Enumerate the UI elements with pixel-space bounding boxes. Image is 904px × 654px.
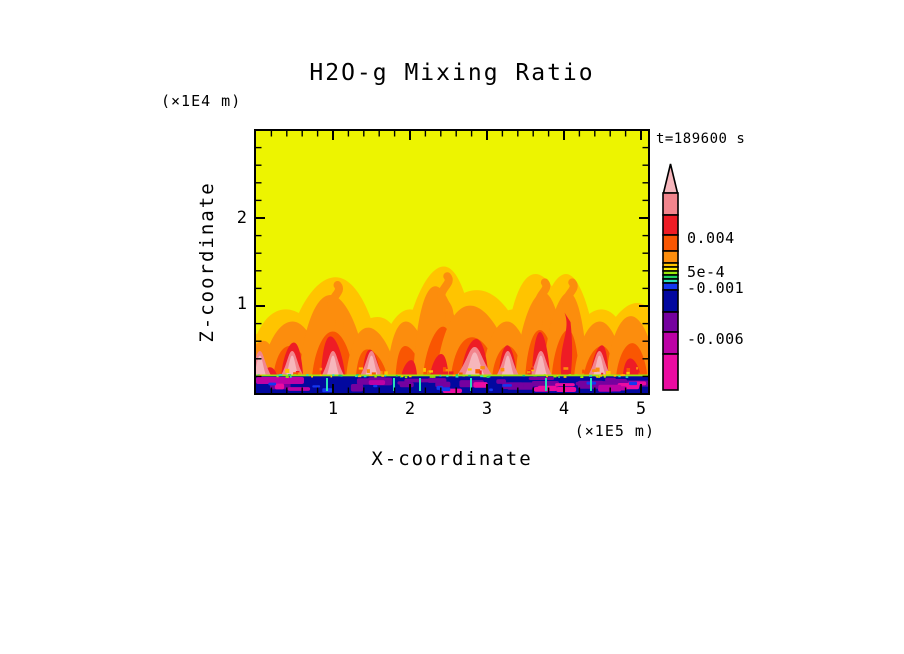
colorbar-label-1: 0.004 <box>687 229 735 247</box>
x-axis-title: X-coordinate <box>371 448 533 470</box>
x-axis-unit-label: (×1E5 m) <box>574 422 655 440</box>
x-tick-label-4: 4 <box>558 399 570 419</box>
time-annotation: t=189600 s <box>656 131 746 147</box>
x-tick-label-5: 5 <box>635 399 647 419</box>
plot-title: H2O-g Mixing Ratio <box>309 60 595 86</box>
colorbar <box>662 163 679 391</box>
colorbar-label-4: -0.006 <box>687 330 745 348</box>
y-tick-label-2: 2 <box>236 208 247 228</box>
heatmap-plot-area <box>254 129 650 395</box>
colorbar-label-3: -0.001 <box>687 279 745 297</box>
x-tick-label-2: 2 <box>404 399 416 419</box>
mixing-ratio-field <box>256 131 648 393</box>
y-axis-title: Z-coordinate <box>196 181 218 343</box>
y-tick-label-1: 1 <box>236 294 247 314</box>
y-axis-unit-label: (×1E4 m) <box>161 92 242 110</box>
colorbar-label-2: 5e-4 <box>687 263 726 281</box>
x-tick-label-1: 1 <box>327 399 339 419</box>
x-tick-label-3: 3 <box>481 399 493 419</box>
